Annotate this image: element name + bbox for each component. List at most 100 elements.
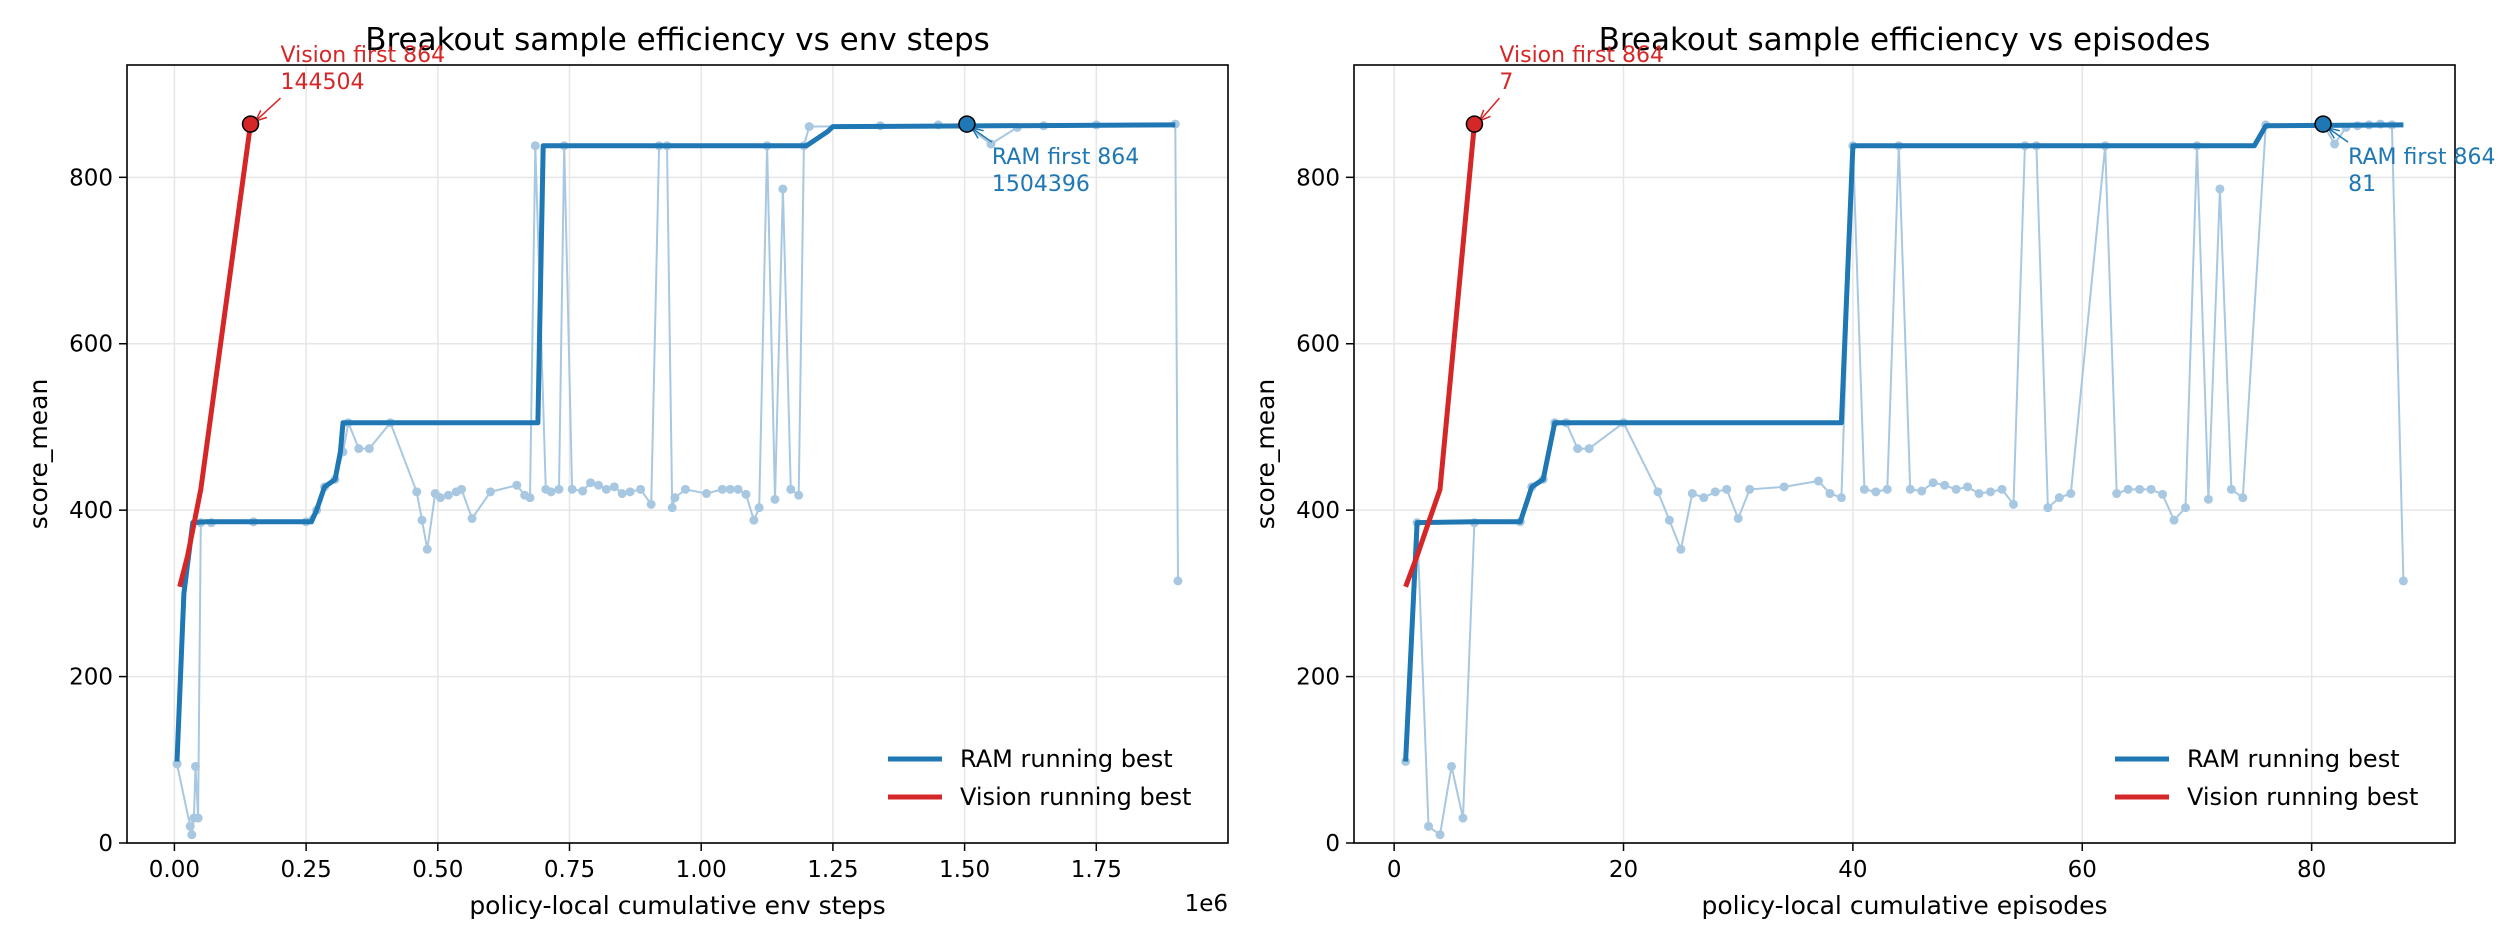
chart-1-ram-raw-point: [1653, 487, 1663, 497]
chart-0-annotation-text: 144504: [281, 70, 365, 95]
chart-1-ram-raw-point: [1813, 476, 1823, 486]
chart-0-x-tick-label: 1.00: [676, 857, 727, 883]
chart-1-legend-entry: Vision running best: [2187, 783, 2418, 811]
chart-0-x-tick-label: 1.75: [1071, 857, 1122, 883]
chart-1-ram-raw-point: [2135, 484, 2145, 494]
chart-0-ram-raw-point: [193, 813, 203, 823]
chart-1-ram-raw-point: [2215, 184, 2225, 194]
chart-0-y-tick-label: 800: [69, 165, 113, 191]
chart-0-ram-raw-point: [593, 480, 603, 490]
chart-0-x-tick-label: 0.25: [281, 857, 332, 883]
chart-1-ram-raw-point: [1458, 813, 1468, 823]
chart-1-ram-raw-point: [1951, 484, 1961, 494]
chart-0-annotation-arrow: [971, 127, 993, 143]
chart-0-ram-raw-point: [187, 830, 197, 840]
chart-0-ram-raw-point: [530, 141, 540, 151]
chart-1-xlabel: policy-local cumulative episodes: [1701, 891, 2107, 920]
chart-1-ram-raw-point: [1676, 544, 1686, 554]
chart-0-annotation-text: Vision first 864: [281, 43, 446, 68]
chart-1-annotation-marker: [1465, 115, 1484, 133]
chart-0-ram-raw-point: [443, 490, 453, 500]
chart-1-series-ram-running-best: [1403, 122, 2404, 762]
chart-0-y-tick-label: 0: [98, 831, 113, 857]
chart-0-ram-raw-point: [467, 513, 477, 523]
chart-1-ram-raw-point: [1664, 515, 1674, 525]
chart-1-series-ram-raw-line: [1404, 123, 2405, 837]
chart-0-axes-frame: [126, 64, 1229, 844]
chart-1-annotation-arrow: [2327, 127, 2349, 143]
chart-0-x-tick-label: 1.50: [939, 857, 990, 883]
chart-0-annotation-text: 1504396: [992, 172, 1090, 197]
chart-1-annotation-text: RAM first 864: [2348, 145, 2495, 170]
chart-0-y-tick-label: 400: [69, 498, 113, 524]
chart-1-ram-raw-point: [1963, 482, 1973, 492]
chart-1-ram-raw-point: [2123, 484, 2133, 494]
chart-0-ram-raw-point: [546, 487, 556, 497]
chart-0-ram-raw-point: [1173, 576, 1183, 586]
chart-1-y-tick-label: 800: [1296, 165, 1340, 191]
chart-1-x-tick-label: 60: [2068, 857, 2097, 883]
chart-0-ram-raw-point: [617, 489, 627, 499]
chart-1-annotation-arrow: [1478, 97, 1500, 122]
chart-1-ram-raw-point: [1573, 444, 1583, 454]
chart-1-series-vision-running-best: [1403, 123, 1477, 588]
chart-0-y-tick-label: 600: [69, 332, 113, 358]
chart-1-ram-raw-point: [1446, 761, 1456, 771]
chart-0-series-ram-raw-line: [176, 123, 1179, 835]
chart-1-annotation-marker: [2314, 115, 2332, 133]
chart-0-ylabel: score_mean: [24, 379, 53, 530]
chart-0-ram-raw-point: [601, 484, 611, 494]
chart-1-ram-raw-point: [1940, 480, 1950, 490]
chart-0-annotation-arrow: [255, 97, 282, 122]
chart-0-ram-raw-point: [417, 515, 427, 525]
chart-1-ram-raw-point: [1928, 478, 1938, 488]
chart-1-ram-raw-point: [1745, 484, 1755, 494]
chart-0-ram-raw-point: [754, 503, 764, 513]
chart-0-ram-raw-point: [667, 503, 677, 513]
chart-0-ram-raw-point: [749, 515, 759, 525]
chart-1-ram-raw-point: [1905, 484, 1915, 494]
chart-env-steps: 0.00 0.25 0.50 0.75 1.00 1.25 1.50 1.75 0 200 400 6…: [24, 22, 1229, 920]
chart-0-ram-raw-point: [354, 444, 364, 454]
chart-0-ram-raw-point: [646, 499, 656, 509]
chart-0-ram-raw-point: [567, 484, 577, 494]
chart-0-ram-raw-point: [733, 484, 743, 494]
chart-1-ram-raw-point: [1699, 493, 1709, 503]
chart-1-legend-entry: RAM running best: [2187, 745, 2400, 773]
chart-1-annotation-text: 81: [2348, 172, 2376, 197]
chart-1-ram-raw-point: [2330, 139, 2340, 149]
chart-0-legend-entry: RAM running best: [960, 745, 1173, 773]
chart-1-ram-raw-point: [2066, 489, 2076, 499]
chart-1-y-tick-label: 600: [1296, 332, 1340, 358]
chart-0-ram-raw-point: [986, 139, 996, 149]
chart-1-ram-raw-point: [2112, 489, 2122, 499]
chart-1-ram-raw-point: [1997, 484, 2007, 494]
chart-0-ram-raw-point: [485, 487, 495, 497]
chart-1-annotation-text: Vision first 864: [1499, 43, 1664, 68]
chart-0-ram-raw-point: [804, 122, 814, 132]
chart-0-ram-raw-point: [778, 184, 788, 194]
chart-1-annotation-text: 7: [1499, 70, 1513, 95]
chart-1-x-tick-label: 80: [2297, 857, 2326, 883]
chart-0-y-tick-label: 200: [69, 665, 113, 691]
chart-0-ram-raw-point: [172, 759, 182, 769]
chart-0-ram-raw-point: [625, 487, 635, 497]
chart-0-ram-raw-point: [525, 493, 535, 503]
chart-0-ram-raw-point: [435, 493, 445, 503]
chart-0-ram-raw-point: [725, 484, 735, 494]
chart-1-ram-raw-point: [2054, 493, 2064, 503]
chart-1-y-tick-label: 400: [1296, 498, 1340, 524]
chart-1-ram-raw-point: [2158, 489, 2168, 499]
chart-1-ram-raw-point: [1584, 444, 1594, 454]
chart-1-title: Breakout sample efficiency vs episodes: [1599, 22, 2211, 58]
chart-0-xlabel: policy-local cumulative env steps: [469, 891, 885, 920]
chart-1-y-tick-label: 200: [1296, 665, 1340, 691]
chart-1-ram-raw-point: [1882, 484, 1892, 494]
chart-0-ram-raw-point: [786, 484, 796, 494]
chart-1-ram-raw-point: [1687, 489, 1697, 499]
chart-0-x-tick-label: 1.25: [807, 857, 858, 883]
chart-1-x-tick-label: 40: [1838, 857, 1867, 883]
chart-1-ram-raw-point: [2008, 499, 2018, 509]
chart-0-ram-raw-point: [609, 482, 619, 492]
chart-0-ram-raw-point: [457, 484, 467, 494]
